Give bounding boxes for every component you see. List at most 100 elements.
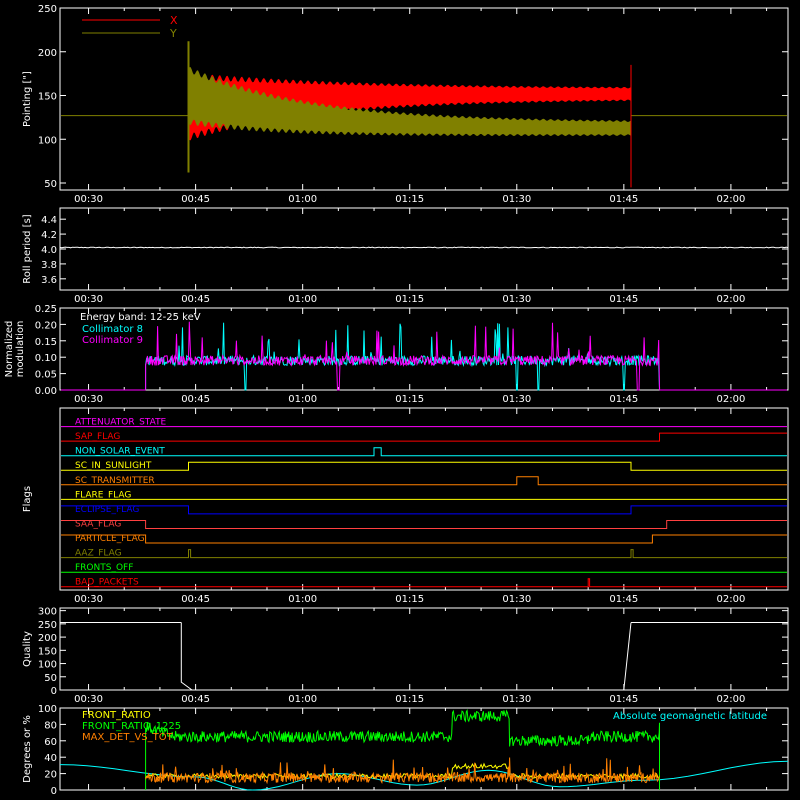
flags-xtick-label: 01:00	[288, 594, 317, 605]
roll-xtick-label: 01:00	[288, 294, 317, 305]
roll-panel: 3.6 3.8 4.0 4.2 4.4 00:30 00:45 01:00 01:15 01:30…	[22, 207, 789, 305]
modulation-series-c9	[145, 321, 660, 391]
flag-label: SC_TRANSMITTER	[75, 476, 155, 486]
pointing-series-y	[188, 67, 631, 136]
flags-xtick-label: 00:30	[74, 594, 103, 605]
modulation-xtick-label: 01:30	[502, 394, 531, 405]
flag-label: NON_SOLAR_EVENT	[75, 447, 165, 457]
roll-xtick-label: 01:45	[609, 294, 638, 305]
ratios-legend-label: MAX_DET_VS_TOT	[82, 732, 174, 743]
roll-xtick-label: 00:30	[74, 294, 103, 305]
quality-ytick-label: 0	[51, 686, 57, 697]
quality-frame	[59, 607, 789, 691]
modulation-panel: 0.00 0.05 0.10 0.15 0.20 0.25 00:30 00:45 01:00 0…	[4, 304, 789, 405]
ratios-geomag-annotation: Absolute geomagnetic latitude	[613, 711, 767, 722]
flags-xtick-label: 02:00	[716, 594, 745, 605]
flags-xtick-label: 00:45	[181, 594, 210, 605]
ratios-panel: 0 20 40 60 80 100 Degrees or % FRONT_RATIOFRONT…	[22, 704, 789, 797]
flag-label: PARTICLE_FLAG	[75, 534, 145, 544]
flags-xtick-label: 01:45	[609, 594, 638, 605]
quality-transition	[180, 622, 193, 691]
quality-ytick-label: 300	[38, 607, 57, 618]
quality-xtick-label: 01:45	[609, 694, 638, 705]
flag-line-aaz-flag	[61, 549, 787, 559]
quality-xtick-label: 02:00	[716, 694, 745, 705]
flag-line-bad-packets	[61, 578, 787, 588]
pointing-ytick-label: 50	[44, 179, 57, 190]
ratios-ytick-label: 60	[44, 737, 57, 748]
flag-label: SAP_FLAG	[75, 432, 120, 442]
flags-xtick-label: 01:15	[395, 594, 424, 605]
pointing-ylabel: Pointing ["]	[22, 71, 33, 127]
flag-line-sc-transmitter	[61, 476, 787, 486]
flags-frame	[59, 407, 789, 591]
pointing-xtick-label: 01:30	[502, 194, 531, 205]
pointing-ytick-label: 150	[38, 92, 57, 103]
ratios-ytick-label: 0	[51, 786, 57, 797]
pointing-xtick-label: 01:45	[609, 194, 638, 205]
flags-panel: 00:30 00:45 01:00 01:15 01:30 01:45 02:00 Flags…	[22, 407, 789, 605]
roll-ylabel: Roll period [s]	[22, 214, 33, 283]
quality-xtick-label: 01:15	[395, 694, 424, 705]
pointing-xtick-label: 01:15	[395, 194, 424, 205]
modulation-xtick-label: 01:00	[288, 394, 317, 405]
pointing-ytick-label: 250	[38, 4, 57, 15]
quality-ytick-label: 50	[44, 673, 57, 684]
quality-xtick-label: 01:00	[288, 694, 317, 705]
modulation-xtick-label: 00:45	[181, 394, 210, 405]
ratios-ytick-label: 100	[38, 704, 57, 715]
flag-label: ECLIPSE_FLAG	[75, 505, 139, 515]
flags-xtick-label: 01:30	[502, 594, 531, 605]
modulation-ytick-label: 0.25	[35, 304, 57, 315]
roll-frame	[59, 207, 789, 291]
modulation-ytick-label: 0.00	[35, 386, 57, 397]
quality-ytick-label: 250	[38, 620, 57, 631]
ratios-ylabel: Degrees or %	[22, 715, 33, 783]
flag-label: SAA_FLAG	[75, 519, 121, 529]
roll-xtick-label: 01:15	[395, 294, 424, 305]
quality-ylabel: Quality	[22, 631, 33, 667]
modulation-ytick-label: 0.15	[35, 337, 57, 348]
ratios-legend-label: FRONT_RATIO_1225	[82, 721, 181, 732]
roll-xtick-label: 02:00	[716, 294, 745, 305]
flag-line-non-solar-event	[61, 447, 787, 457]
ratios-front-ratio-1225	[145, 708, 660, 790]
modulation-xtick-label: 01:45	[609, 394, 638, 405]
flags-ylabel: Flags	[22, 486, 33, 512]
ratios-max-det-vs-tot	[145, 757, 660, 785]
pointing-xtick-label: 02:00	[716, 194, 745, 205]
modulation-xtick-label: 01:15	[395, 394, 424, 405]
pointing-series-x	[188, 72, 631, 141]
roll-xtick-label: 00:45	[181, 294, 210, 305]
modulation-xtick-label: 00:30	[74, 394, 103, 405]
pointing-legend-label: Y	[169, 27, 177, 40]
pointing-frame	[59, 7, 789, 191]
pointing-panel: 50 100 150 200 250 00:30 00:45 01:00 01:15 01:30 0…	[22, 4, 789, 205]
roll-ytick-label: 3.6	[41, 275, 57, 286]
modulation-ylabel: Normalizedmodulation	[4, 321, 26, 378]
modulation-xtick-label: 02:00	[716, 394, 745, 405]
modulation-energy-band: Energy band: 12-25 keV	[80, 312, 201, 323]
modulation-legend-label: Collimator 8	[82, 324, 143, 335]
roll-ytick-label: 3.8	[41, 260, 57, 271]
quality-transition	[623, 622, 632, 691]
flag-line-saa-flag	[61, 520, 787, 529]
flag-line-particle-flag	[61, 534, 787, 544]
flag-line-sc-in-sunlight	[61, 461, 787, 471]
pointing-xtick-label: 00:30	[74, 194, 103, 205]
ratios-ytick-label: 40	[44, 753, 57, 764]
roll-ytick-label: 4.2	[41, 230, 57, 241]
pointing-xtick-label: 01:00	[288, 194, 317, 205]
modulation-legend-label: Collimator 9	[82, 335, 143, 346]
flag-label: ATTENUATOR_STATE	[75, 418, 167, 428]
quality-panel: 0 50 100 150 200 250 300 00:30 00:45 01:00 01:15 01…	[22, 607, 789, 705]
quality-ytick-label: 150	[38, 646, 57, 657]
pointing-ytick-label: 100	[38, 135, 57, 146]
flag-line-eclipse-flag	[61, 505, 787, 515]
ratios-ytick-label: 20	[44, 770, 57, 781]
modulation-ytick-label: 0.10	[35, 353, 57, 364]
roll-ytick-label: 4.4	[41, 215, 57, 226]
ratios-legend-label: FRONT_RATIO	[82, 710, 151, 721]
ratios-ytick-label: 80	[44, 720, 57, 731]
quality-xtick-label: 01:30	[502, 694, 531, 705]
